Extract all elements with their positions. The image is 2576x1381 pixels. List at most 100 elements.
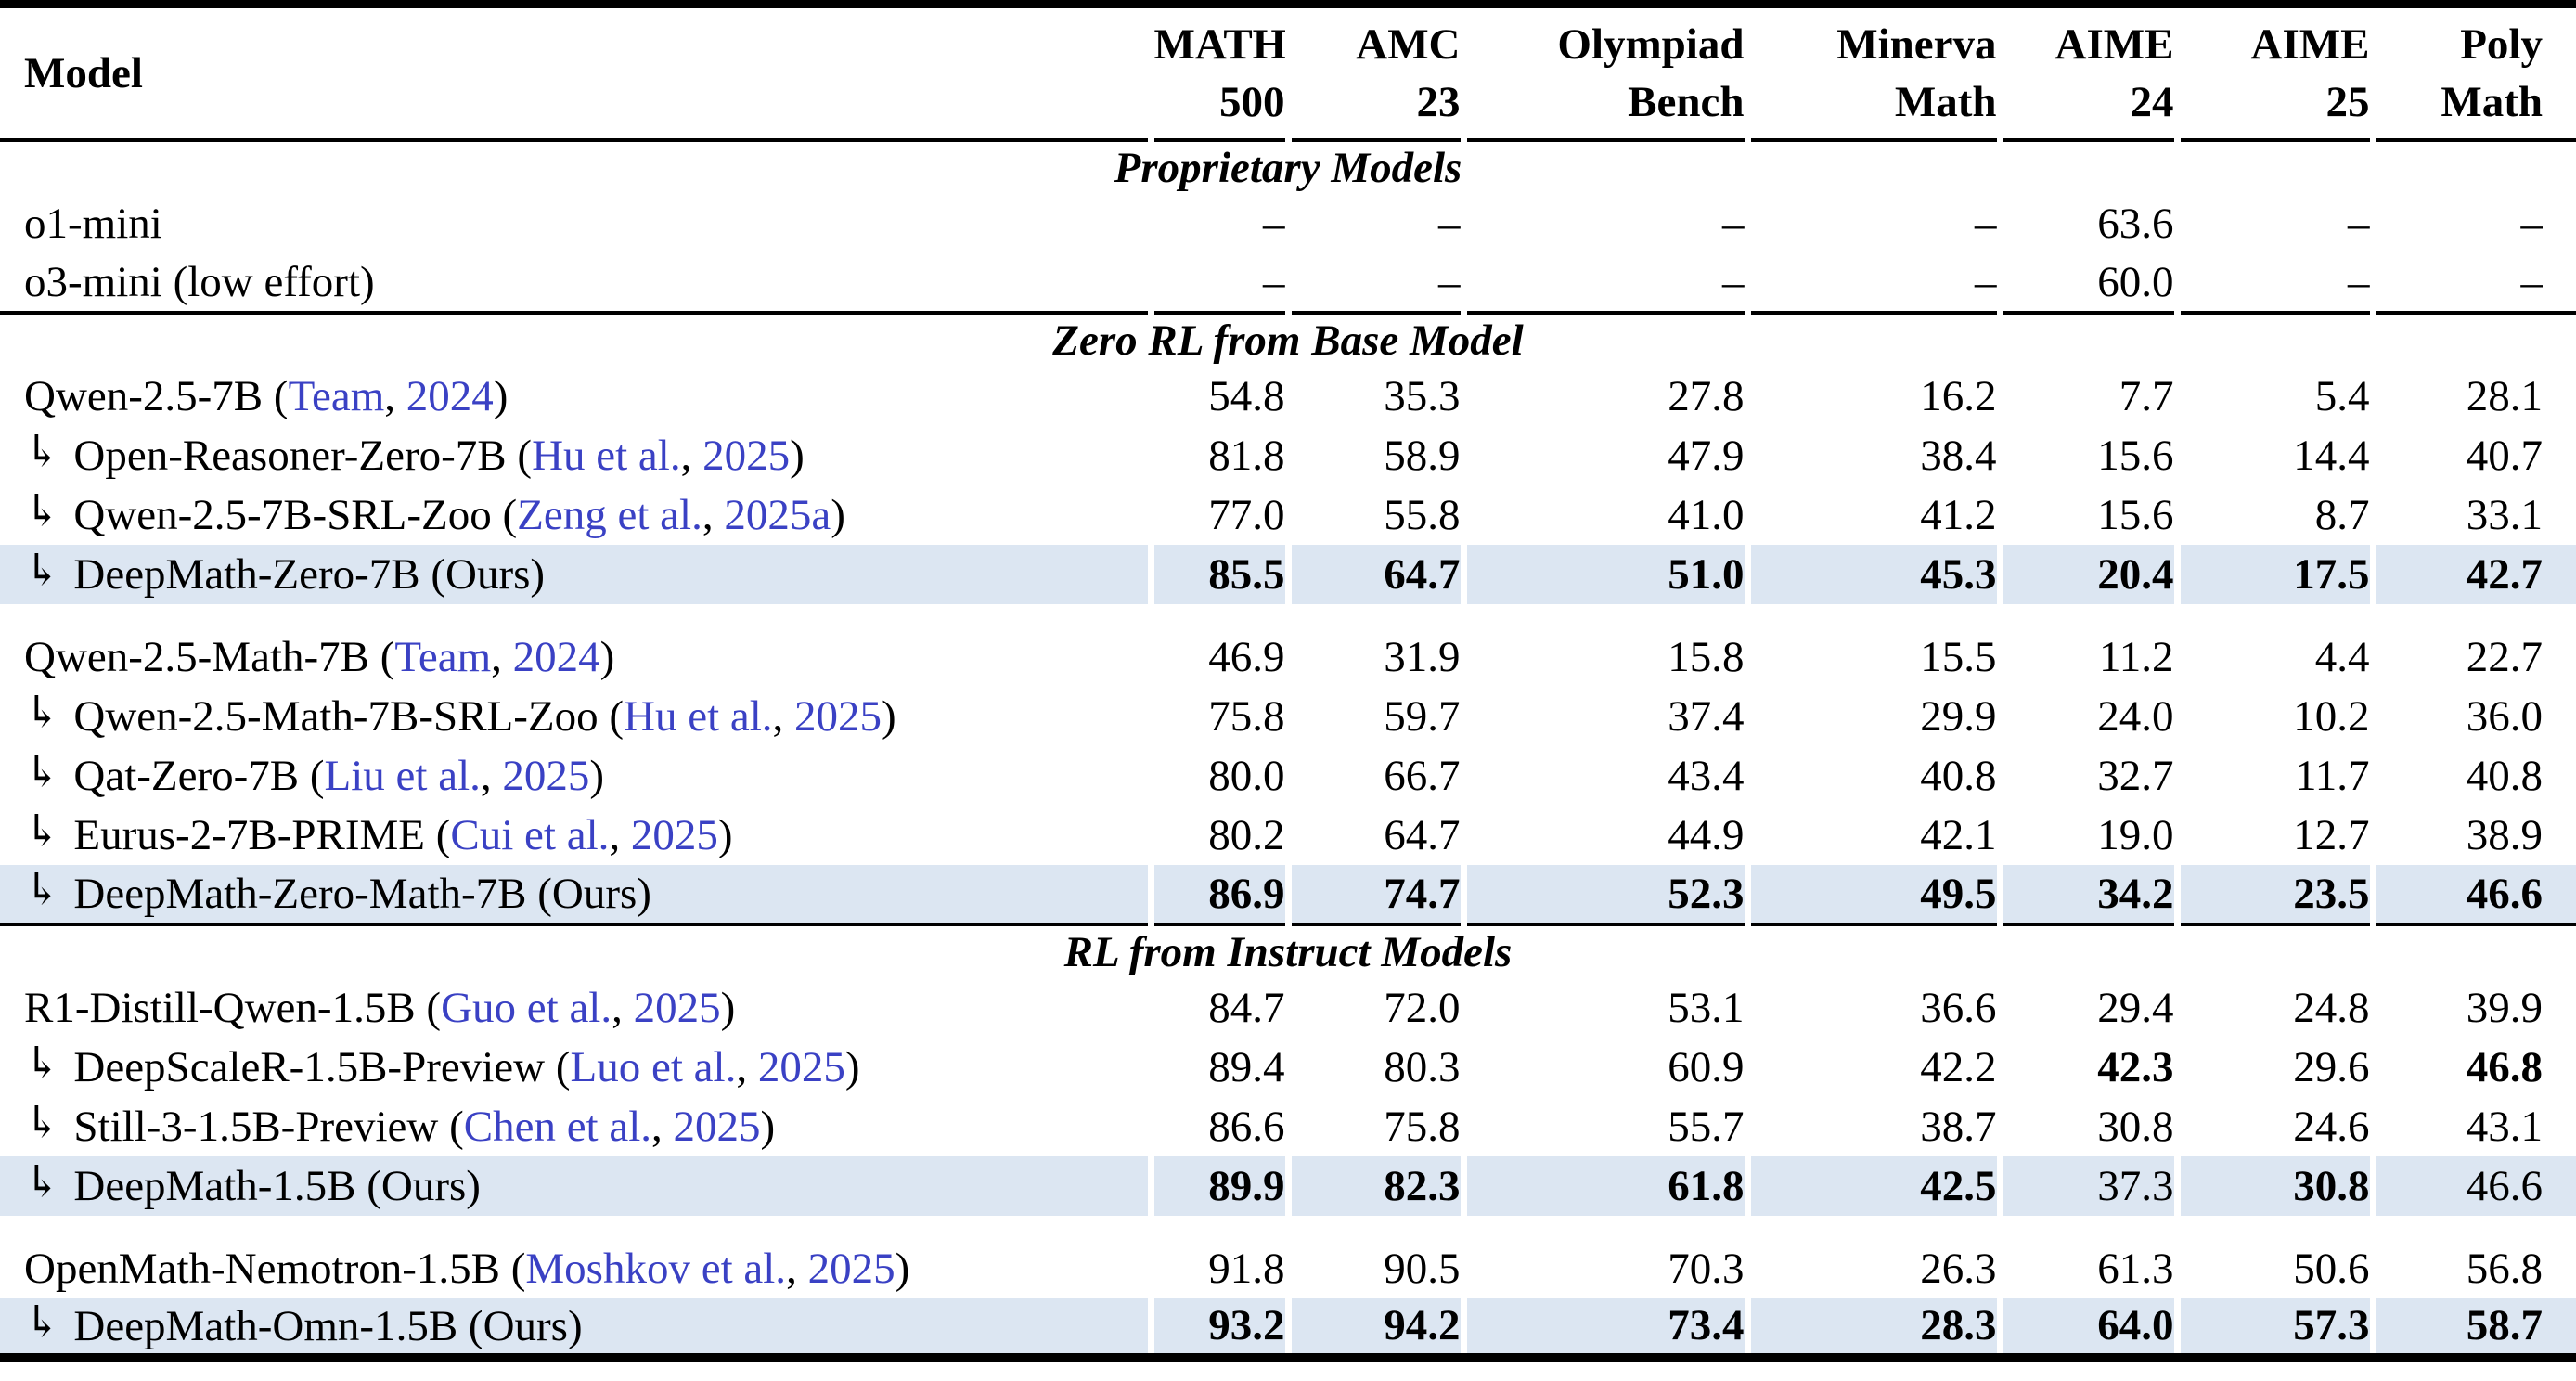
value-cell: 37.4: [1460, 686, 1747, 746]
value-cell: 7.7: [1996, 366, 2177, 426]
table-row: ↳ DeepScaleR-1.5B-Preview (Luo et al., 20…: [0, 1037, 2576, 1097]
indent-arrow-icon: ↳: [24, 1039, 61, 1088]
citation-link[interactable]: Hu et al.: [624, 692, 773, 741]
citation-year-link[interactable]: 2025: [673, 1103, 761, 1151]
value-cell: 77.0: [1147, 484, 1288, 545]
citation-year-link[interactable]: 2025: [794, 692, 882, 741]
ours-label: (Ours): [355, 1162, 481, 1210]
citation-link[interactable]: Team: [394, 632, 492, 681]
indent-arrow-icon: ↳: [24, 1099, 61, 1147]
value-cell: 38.9: [2369, 805, 2543, 865]
value-cell: 59.7: [1284, 686, 1463, 746]
value-cell: 10.2: [2173, 686, 2373, 746]
table-body: Proprietary Models o1-mini – – – –63.6– – o3-mi…: [0, 140, 2576, 1358]
model-name: R1-Distill-Qwen-1.5B: [24, 983, 416, 1032]
citation-year-link[interactable]: 2025: [502, 752, 590, 800]
value-cell: 4.4: [2173, 626, 2373, 687]
value-cell: 55.7: [1460, 1096, 1747, 1156]
col-header-poly-math: Poly Math: [2369, 4, 2543, 140]
value-cell: –: [2369, 252, 2543, 313]
model-cell: ↳ DeepMath-Zero-Math-7B (Ours): [0, 864, 1151, 924]
value-cell: 12.7: [2173, 805, 2373, 865]
col-header-amc-23: AMC 23: [1284, 4, 1463, 140]
row-pad: [2543, 1239, 2576, 1298]
group-spacer: [0, 1216, 2576, 1239]
model-cell: R1-Distill-Qwen-1.5B (Guo et al., 2025): [24, 983, 736, 1032]
indent-arrow-icon: ↳: [24, 866, 61, 914]
model-name: Qwen-2.5-Math-7B: [24, 632, 370, 681]
row-pad: [2543, 544, 2576, 604]
citation-link[interactable]: Liu et al.: [324, 752, 481, 800]
citation-year-link[interactable]: 2025: [633, 983, 721, 1032]
value-cell: 89.4: [1147, 1037, 1288, 1097]
header-pad: [2543, 5, 2576, 140]
citation-link[interactable]: Moshkov et al.: [525, 1244, 787, 1293]
value-cell: 46.8: [2369, 1037, 2543, 1097]
value-cell: 43.1: [2369, 1096, 2543, 1156]
value-cell: 46.6: [2369, 864, 2543, 924]
value-cell: 15.5: [1744, 626, 2000, 687]
indent-arrow-icon: ↳: [24, 547, 61, 595]
value-cell: 47.9: [1460, 425, 1747, 485]
value-cell: 8.7: [2173, 484, 2373, 545]
value-cell: 30.8: [2173, 1155, 2373, 1216]
table-row: Qwen-2.5-7B (Team, 2024) 54.8 35.3 27.8 16.2…: [0, 366, 2576, 426]
citation-link[interactable]: Team: [288, 371, 385, 420]
value-cell: 50.6: [2173, 1238, 2373, 1298]
value-cell: 26.3: [1744, 1238, 2000, 1298]
indent-arrow-icon: ↳: [24, 428, 61, 476]
section-title: Zero RL from Base Model: [1052, 316, 1524, 365]
citation-year-link[interactable]: 2024: [512, 632, 600, 681]
value-cell: 84.7: [1147, 977, 1288, 1038]
citation-link[interactable]: Cui et al.: [450, 811, 610, 859]
value-cell: 51.0: [1460, 544, 1747, 604]
citation-year-link[interactable]: 2025: [702, 432, 791, 480]
col-header-olympiad-bench: Olympiad Bench: [1460, 4, 1747, 140]
value-cell: 43.4: [1460, 745, 1747, 806]
citation-year-link[interactable]: 2024: [406, 371, 494, 420]
value-cell: 28.1: [2369, 366, 2543, 426]
citation-year-link[interactable]: 2025: [757, 1043, 845, 1091]
table-row: ↳ DeepMath-Omn-1.5B (Ours) 93.2 94.2 73.4 28.…: [0, 1297, 2576, 1358]
col-header-math-500: MATH 500: [1147, 4, 1288, 140]
value-cell: 36.6: [1744, 977, 2000, 1038]
ours-label: (Ours): [526, 870, 651, 918]
row-pad: [2543, 978, 2576, 1038]
citation-year-link[interactable]: 2025a: [724, 491, 831, 539]
value-cell: 93.2: [1147, 1297, 1288, 1358]
value-cell: –: [1460, 252, 1747, 313]
value-cell: 74.7: [1284, 864, 1463, 924]
model-cell: ↳ Still-3-1.5B-Preview (Chen et al., 2025…: [24, 1099, 776, 1151]
value-cell: 17.5: [2173, 544, 2373, 604]
table-row: ↳ Qwen-2.5-Math-7B-SRL-Zoo (Hu et al., 20…: [0, 686, 2576, 746]
citation-year-link[interactable]: 2025: [807, 1244, 895, 1293]
value-cell: 29.4: [1996, 977, 2177, 1038]
citation-link[interactable]: Luo et al.: [570, 1043, 737, 1091]
table-row: ↳ DeepMath-Zero-7B (Ours) 85.5 64.7 51.0 45.3…: [0, 544, 2576, 604]
value-cell: 63.6: [1996, 193, 2177, 253]
citation-year-link[interactable]: 2025: [630, 811, 718, 859]
value-cell: 80.2: [1147, 805, 1288, 865]
table-row: ↳ Qwen-2.5-7B-SRL-Zoo (Zeng et al., 2025a…: [0, 484, 2576, 545]
value-cell: 45.3: [1744, 544, 2000, 604]
value-cell: 39.9: [2369, 977, 2543, 1038]
model-name: OpenMath-Nemotron-1.5B: [24, 1244, 500, 1293]
value-cell: 44.9: [1460, 805, 1747, 865]
model-name: DeepMath-Zero-Math-7B: [73, 870, 527, 918]
citation-link[interactable]: Hu et al.: [532, 432, 681, 480]
value-cell: 64.0: [1996, 1297, 2177, 1358]
indent-arrow-icon: ↳: [24, 1158, 61, 1207]
value-cell: 20.4: [1996, 544, 2177, 604]
indent-arrow-icon: ↳: [24, 487, 61, 536]
citation-link[interactable]: Zeng et al.: [517, 491, 702, 539]
value-cell: 54.8: [1147, 366, 1288, 426]
model-name: Still-3-1.5B-Preview: [73, 1103, 439, 1151]
col-header-model: Model: [24, 48, 143, 97]
citation-link[interactable]: Chen et al.: [463, 1103, 652, 1151]
value-cell: 15.6: [1996, 484, 2177, 545]
citation-link[interactable]: Guo et al.: [441, 983, 612, 1032]
section-header: Zero RL from Base Model: [0, 312, 2576, 367]
model-name: Eurus-2-7B-PRIME: [73, 811, 425, 859]
model-cell: Qwen-2.5-7B (Team, 2024): [24, 371, 509, 420]
row-pad: [2543, 806, 2576, 865]
